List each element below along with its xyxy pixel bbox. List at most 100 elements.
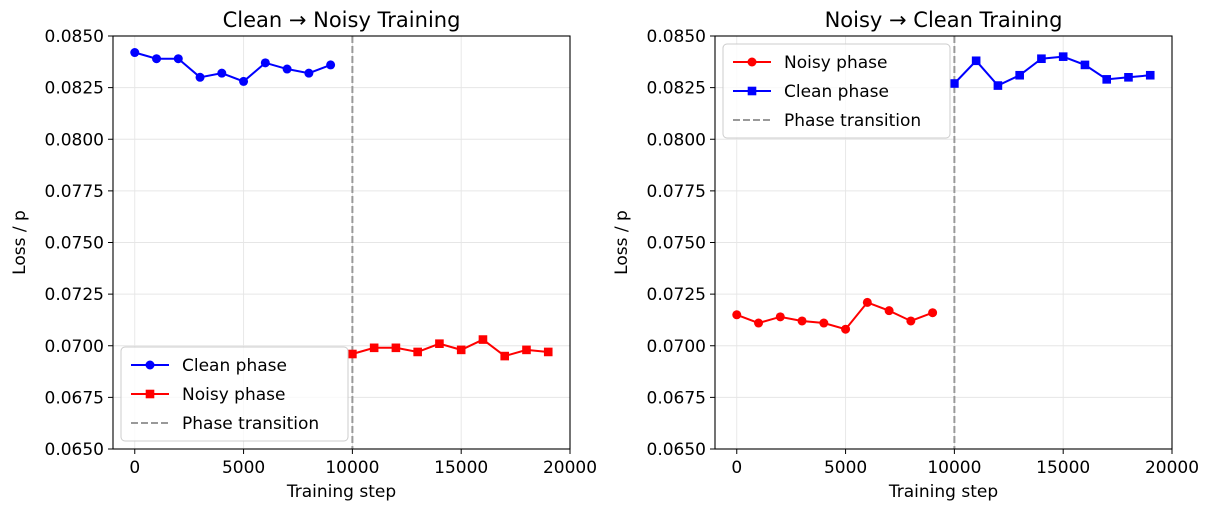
data-point xyxy=(1124,73,1133,82)
x-tick-label: 5000 xyxy=(222,458,265,478)
legend-box xyxy=(722,43,951,139)
x-tick-label: 10000 xyxy=(927,458,981,478)
legend-label: Phase transition xyxy=(182,414,319,434)
data-point xyxy=(543,347,553,357)
legend-entry: Phase transition xyxy=(733,111,921,131)
data-point xyxy=(500,351,510,361)
y-axis-label: Loss / p xyxy=(612,210,632,275)
data-point xyxy=(797,316,807,326)
data-point xyxy=(522,345,531,355)
data-point xyxy=(754,318,764,328)
series-line xyxy=(134,51,331,83)
series-line xyxy=(352,338,549,358)
data-point xyxy=(906,316,916,326)
data-point xyxy=(239,76,249,86)
legend-label: Phase transition xyxy=(784,111,921,131)
data-point xyxy=(217,68,227,78)
data-point xyxy=(1102,75,1112,84)
data-point xyxy=(348,349,357,359)
data-point xyxy=(173,54,183,64)
legend-marker xyxy=(145,360,155,370)
legend: Clean phase Noisy phase Phase transition xyxy=(120,346,349,442)
y-tick-label: 0.0750 xyxy=(647,234,706,254)
legend-label: Noisy phase xyxy=(784,53,887,73)
y-tick-label: 0.0650 xyxy=(45,440,104,460)
legend-entry: Noisy phase xyxy=(131,385,285,405)
data-point xyxy=(841,324,851,334)
series-noisy-phase xyxy=(732,297,938,334)
y-tick-label: 0.0850 xyxy=(45,27,104,47)
chart-title: Clean → Noisy Training xyxy=(223,8,461,32)
x-tick-label: 0 xyxy=(731,458,742,478)
series-noisy-phase xyxy=(348,335,553,361)
data-point xyxy=(950,79,959,88)
x-tick-label: 5000 xyxy=(824,458,867,478)
data-point xyxy=(478,335,488,344)
y-tick-label: 0.0850 xyxy=(647,27,706,47)
legend-label: Noisy phase xyxy=(182,385,285,405)
y-tick-label: 0.0700 xyxy=(45,337,104,357)
x-tick-label: 15000 xyxy=(1036,458,1090,478)
data-point xyxy=(928,308,938,318)
legend-label: Clean phase xyxy=(182,356,287,376)
data-point xyxy=(304,68,314,78)
data-point xyxy=(884,306,894,316)
data-point xyxy=(862,297,872,307)
data-point xyxy=(775,312,785,322)
legend-marker xyxy=(747,57,757,67)
y-tick-label: 0.0675 xyxy=(45,388,104,408)
data-point xyxy=(195,72,205,82)
y-tick-label: 0.0750 xyxy=(45,234,104,254)
data-point xyxy=(1015,70,1024,80)
y-tick-label: 0.0725 xyxy=(647,285,706,305)
y-tick-label: 0.0650 xyxy=(647,440,706,460)
x-tick-label: 0 xyxy=(129,458,140,478)
data-point xyxy=(456,345,466,355)
x-axis-label: Training step xyxy=(888,482,998,502)
legend-marker xyxy=(145,389,155,399)
series-clean-phase xyxy=(130,48,336,86)
y-tick-label: 0.0800 xyxy=(647,130,706,150)
x-tick-label: 15000 xyxy=(434,458,488,478)
chart-title: Noisy → Clean Training xyxy=(825,8,1063,32)
series-line xyxy=(736,301,933,331)
axes-frame xyxy=(112,35,571,450)
data-point xyxy=(993,81,1003,90)
data-point xyxy=(435,339,444,348)
data-point xyxy=(732,310,742,320)
y-tick-label: 0.0825 xyxy=(45,79,104,99)
series-line xyxy=(953,55,1151,87)
y-axis-label: Loss / p xyxy=(10,210,30,275)
data-point xyxy=(130,48,140,58)
data-point xyxy=(260,58,270,68)
data-point xyxy=(282,64,292,74)
data-point xyxy=(1080,60,1090,70)
y-tick-label: 0.0800 xyxy=(45,130,104,150)
data-point xyxy=(369,343,379,353)
data-point xyxy=(971,56,981,66)
y-tick-label: 0.0825 xyxy=(647,79,706,99)
data-point xyxy=(1037,54,1046,64)
x-tick-label: 10000 xyxy=(325,458,379,478)
data-point xyxy=(391,343,401,353)
legend-entry: Phase transition xyxy=(131,414,319,434)
x-tick-label: 20000 xyxy=(543,458,597,478)
x-tick-label: 20000 xyxy=(1145,458,1199,478)
y-tick-label: 0.0775 xyxy=(647,182,706,202)
data-point xyxy=(152,54,162,64)
data-point xyxy=(1145,70,1155,80)
legend-box xyxy=(120,346,349,442)
y-tick-label: 0.0725 xyxy=(45,285,104,305)
chart-panel-2: 0 5000 10000 15000 20000 0.0650 0.0675 0.0700 0.… xyxy=(612,8,1199,502)
data-point xyxy=(326,60,336,70)
legend-entry: Noisy phase xyxy=(733,53,887,73)
legend-entry: Clean phase xyxy=(131,356,287,376)
data-point xyxy=(819,318,829,328)
legend-marker xyxy=(747,86,757,96)
legend-entry: Clean phase xyxy=(733,82,889,102)
axes-frame xyxy=(714,35,1173,450)
series-clean-phase xyxy=(950,52,1155,90)
chart-panel-1: 0 5000 10000 15000 20000 0.0650 0.0675 0.0700 0.… xyxy=(10,8,597,502)
y-tick-label: 0.0775 xyxy=(45,182,104,202)
